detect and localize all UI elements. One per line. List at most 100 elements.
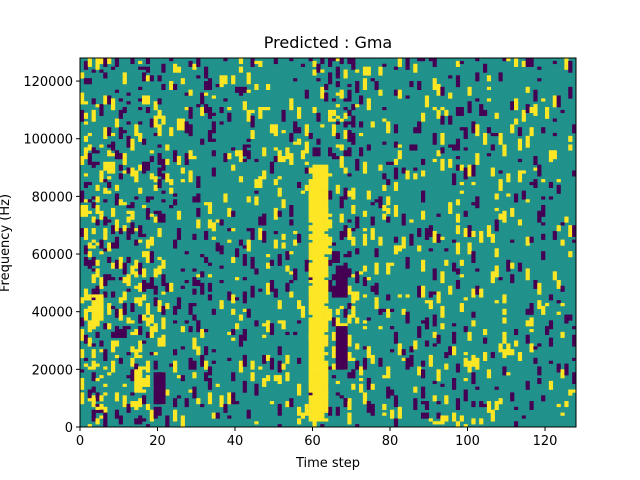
heatmap-cell	[343, 282, 348, 287]
heatmap-cell	[537, 285, 542, 289]
heatmap-cell	[424, 104, 430, 108]
heatmap-cell	[467, 242, 472, 246]
heatmap-cell	[176, 118, 182, 122]
heatmap-cell	[254, 196, 259, 200]
heatmap-cell	[246, 311, 251, 315]
heatmap-cell	[157, 340, 162, 344]
heatmap-cell	[393, 424, 399, 428]
heatmap-cell	[114, 395, 120, 399]
heatmap-cell	[452, 340, 457, 344]
heatmap-cell	[87, 147, 92, 151]
heatmap-cell	[467, 360, 472, 364]
heatmap-cell	[374, 288, 379, 292]
heatmap-cell	[83, 147, 89, 151]
heatmap-cell	[424, 101, 430, 105]
heatmap-cell	[103, 75, 108, 79]
heatmap-cell	[122, 294, 127, 298]
heatmap-cell	[572, 375, 577, 379]
heatmap-cell	[366, 190, 371, 194]
heatmap-cell	[145, 95, 151, 99]
heatmap-cell	[87, 389, 92, 393]
heatmap-cell	[568, 138, 573, 142]
heatmap-cell	[269, 164, 275, 168]
heatmap-cell	[114, 89, 120, 93]
heatmap-cell	[300, 314, 306, 318]
heatmap-cell	[196, 207, 201, 212]
heatmap-cell	[138, 262, 143, 266]
heatmap-cell	[95, 259, 100, 263]
heatmap-cell	[258, 60, 263, 65]
heatmap-cell	[331, 242, 337, 246]
heatmap-cell	[328, 282, 333, 287]
heatmap-cell	[91, 386, 96, 390]
heatmap-cell	[188, 363, 193, 367]
heatmap-cell	[184, 398, 189, 402]
heatmap-cell	[355, 104, 360, 108]
heatmap-cell	[471, 294, 476, 298]
heatmap-cell	[331, 156, 337, 160]
heatmap-cell	[308, 317, 313, 321]
heatmap-cell	[343, 271, 348, 275]
heatmap-cell	[347, 375, 352, 379]
heatmap-cell	[204, 86, 209, 91]
heatmap-cell	[362, 210, 368, 214]
heatmap-cell	[207, 366, 213, 370]
heatmap-cell	[204, 259, 209, 263]
heatmap-cell	[432, 132, 437, 137]
heatmap-cell	[362, 326, 368, 330]
heatmap-cell	[304, 409, 309, 413]
heatmap-cell	[173, 366, 178, 370]
heatmap-cell	[134, 265, 139, 269]
heatmap-cell	[238, 334, 244, 338]
heatmap-cell	[475, 288, 480, 292]
heatmap-cell	[335, 268, 340, 272]
heatmap-cell	[378, 363, 383, 367]
heatmap-cell	[308, 179, 313, 183]
heatmap-cell	[138, 239, 143, 243]
heatmap-cell	[324, 308, 329, 312]
heatmap-cell	[231, 375, 236, 379]
heatmap-cell	[145, 317, 151, 321]
heatmap-cell	[355, 346, 360, 350]
heatmap-cell	[455, 242, 461, 246]
heatmap-cell	[521, 193, 526, 197]
heatmap-cell	[417, 291, 422, 295]
heatmap-cell	[246, 245, 251, 249]
heatmap-cell	[448, 144, 453, 148]
heatmap-cell	[417, 369, 422, 373]
heatmap-cell	[370, 233, 375, 238]
heatmap-cell	[393, 337, 399, 341]
heatmap-cell	[560, 303, 565, 307]
heatmap-cell	[312, 297, 317, 301]
heatmap-cell	[355, 86, 360, 91]
heatmap-cell	[238, 92, 244, 96]
heatmap-cell	[184, 158, 189, 163]
heatmap-cell	[324, 225, 329, 229]
heatmap-cell	[502, 294, 507, 298]
heatmap-cell	[87, 392, 92, 396]
heatmap-cell	[335, 277, 340, 281]
heatmap-cell	[397, 415, 402, 419]
heatmap-cell	[91, 288, 96, 292]
heatmap-cell	[490, 236, 495, 240]
heatmap-cell	[103, 216, 108, 220]
heatmap-cell	[114, 121, 120, 125]
heatmap-cell	[537, 210, 542, 214]
heatmap-cell	[324, 164, 329, 168]
heatmap-cell	[393, 158, 399, 163]
heatmap-cell	[328, 262, 333, 266]
heatmap-cell	[161, 167, 166, 171]
heatmap-cell	[95, 104, 100, 108]
heatmap-cell	[145, 305, 151, 310]
heatmap-cell	[138, 135, 143, 140]
heatmap-cell	[161, 199, 166, 203]
heatmap-cell	[269, 331, 275, 336]
heatmap-cell	[281, 199, 286, 203]
heatmap-cell	[316, 274, 321, 278]
heatmap-cell	[235, 326, 240, 330]
heatmap-cell	[452, 352, 457, 356]
heatmap-cell	[196, 181, 201, 186]
heatmap-cell	[153, 412, 158, 416]
heatmap-cell	[529, 60, 534, 65]
heatmap-cell	[277, 369, 282, 373]
